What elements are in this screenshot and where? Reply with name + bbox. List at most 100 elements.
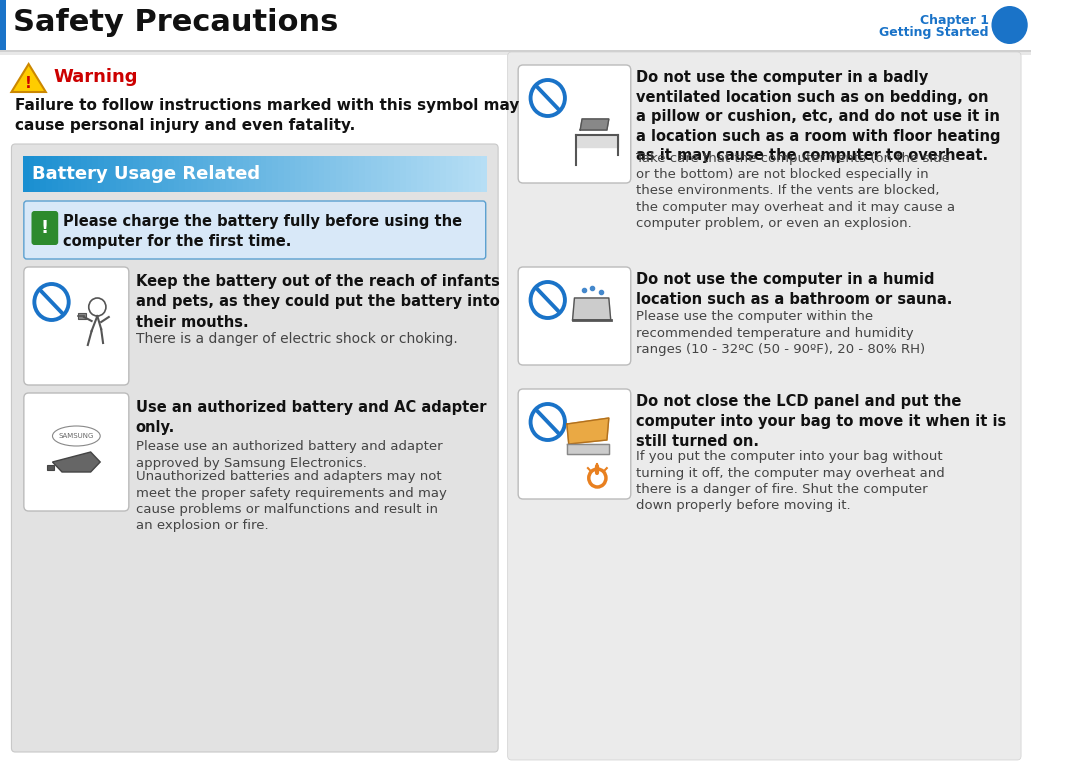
Bar <box>458 156 464 192</box>
Text: 9: 9 <box>1002 15 1017 35</box>
Bar <box>255 156 261 192</box>
Text: Do not use the computer in a badly
ventilated location such as on bedding, on
a : Do not use the computer in a badly venti… <box>635 70 1000 163</box>
Text: !: ! <box>25 76 32 91</box>
Bar <box>76 156 81 192</box>
Bar <box>394 156 401 192</box>
Bar <box>86 156 93 192</box>
Bar <box>284 156 291 192</box>
FancyBboxPatch shape <box>518 389 631 499</box>
Polygon shape <box>567 444 609 454</box>
Text: If you put the computer into your bag without
turning it off, the computer may o: If you put the computer into your bag wi… <box>635 450 944 512</box>
FancyBboxPatch shape <box>12 144 498 752</box>
Bar <box>81 156 87 192</box>
Text: Battery Usage Related: Battery Usage Related <box>32 165 260 183</box>
Bar <box>220 156 227 192</box>
Bar <box>353 156 360 192</box>
Bar <box>475 156 482 192</box>
FancyBboxPatch shape <box>24 201 486 259</box>
Bar <box>191 156 198 192</box>
Bar <box>0 52 1030 55</box>
Text: Warning: Warning <box>53 68 138 86</box>
Bar <box>377 156 382 192</box>
Bar <box>336 156 342 192</box>
Bar <box>278 156 284 192</box>
Bar <box>197 156 203 192</box>
Bar <box>231 156 238 192</box>
Bar <box>260 156 267 192</box>
Bar <box>434 156 441 192</box>
Bar <box>289 156 296 192</box>
Bar <box>481 156 487 192</box>
Bar <box>301 156 308 192</box>
Bar <box>145 156 151 192</box>
Bar <box>417 156 423 192</box>
Text: Use an authorized battery and AC adapter
only.: Use an authorized battery and AC adapter… <box>135 400 486 435</box>
Bar <box>174 156 180 192</box>
Bar <box>167 156 174 192</box>
Ellipse shape <box>53 426 100 446</box>
Bar <box>0 0 1030 50</box>
Circle shape <box>89 298 106 316</box>
Bar <box>365 156 372 192</box>
Bar <box>388 156 394 192</box>
Text: Do not use the computer in a humid
location such as a bathroom or sauna.: Do not use the computer in a humid locat… <box>635 272 951 307</box>
Bar <box>382 156 389 192</box>
Text: Please charge the battery fully before using the
computer for the first time.: Please charge the battery fully before u… <box>63 214 462 250</box>
Bar <box>238 156 244 192</box>
Bar <box>46 465 54 470</box>
Text: Unauthorized batteries and adapters may not
meet the proper safety requirements : Unauthorized batteries and adapters may … <box>135 470 446 532</box>
Bar <box>405 156 411 192</box>
Bar <box>23 156 29 192</box>
Polygon shape <box>53 452 100 472</box>
Bar <box>127 156 134 192</box>
Bar <box>214 156 220 192</box>
Bar <box>324 156 330 192</box>
Bar <box>470 156 475 192</box>
Bar <box>139 156 145 192</box>
Bar <box>104 156 110 192</box>
Bar <box>52 156 58 192</box>
Bar <box>121 156 127 192</box>
Bar <box>411 156 418 192</box>
Text: Safety Precautions: Safety Precautions <box>13 8 339 37</box>
Bar <box>150 156 157 192</box>
Bar <box>249 156 255 192</box>
Bar <box>370 156 377 192</box>
Bar <box>116 156 122 192</box>
Bar <box>319 156 325 192</box>
Bar <box>110 156 117 192</box>
Bar <box>463 156 470 192</box>
Bar <box>243 156 249 192</box>
Text: There is a danger of electric shock or choking.: There is a danger of electric shock or c… <box>135 332 457 346</box>
Bar <box>186 156 191 192</box>
FancyBboxPatch shape <box>518 65 631 183</box>
Bar <box>0 50 1030 52</box>
Polygon shape <box>567 418 609 444</box>
Text: Failure to follow instructions marked with this symbol may
cause personal injury: Failure to follow instructions marked wi… <box>15 98 519 133</box>
Text: !: ! <box>41 219 49 237</box>
Text: Please use an authorized battery and adapter
approved by Samsung Electronics.: Please use an authorized battery and ada… <box>135 440 442 470</box>
FancyBboxPatch shape <box>518 267 631 365</box>
Bar <box>64 156 70 192</box>
Bar <box>313 156 319 192</box>
Bar <box>307 156 313 192</box>
Bar <box>423 156 429 192</box>
Bar <box>93 156 98 192</box>
Polygon shape <box>12 64 45 92</box>
Bar <box>40 156 46 192</box>
Bar <box>295 156 301 192</box>
FancyBboxPatch shape <box>508 52 1021 760</box>
Text: Keep the battery out of the reach of infants
and pets, as they could put the bat: Keep the battery out of the reach of inf… <box>135 274 499 330</box>
Bar <box>133 156 139 192</box>
Bar <box>203 156 208 192</box>
Polygon shape <box>580 119 609 130</box>
Bar <box>0 0 5 50</box>
Bar <box>78 313 86 319</box>
Polygon shape <box>572 298 610 320</box>
Bar <box>400 156 406 192</box>
Polygon shape <box>577 135 619 147</box>
Bar <box>69 156 76 192</box>
Bar <box>451 156 458 192</box>
Bar <box>341 156 348 192</box>
Bar <box>360 156 365 192</box>
